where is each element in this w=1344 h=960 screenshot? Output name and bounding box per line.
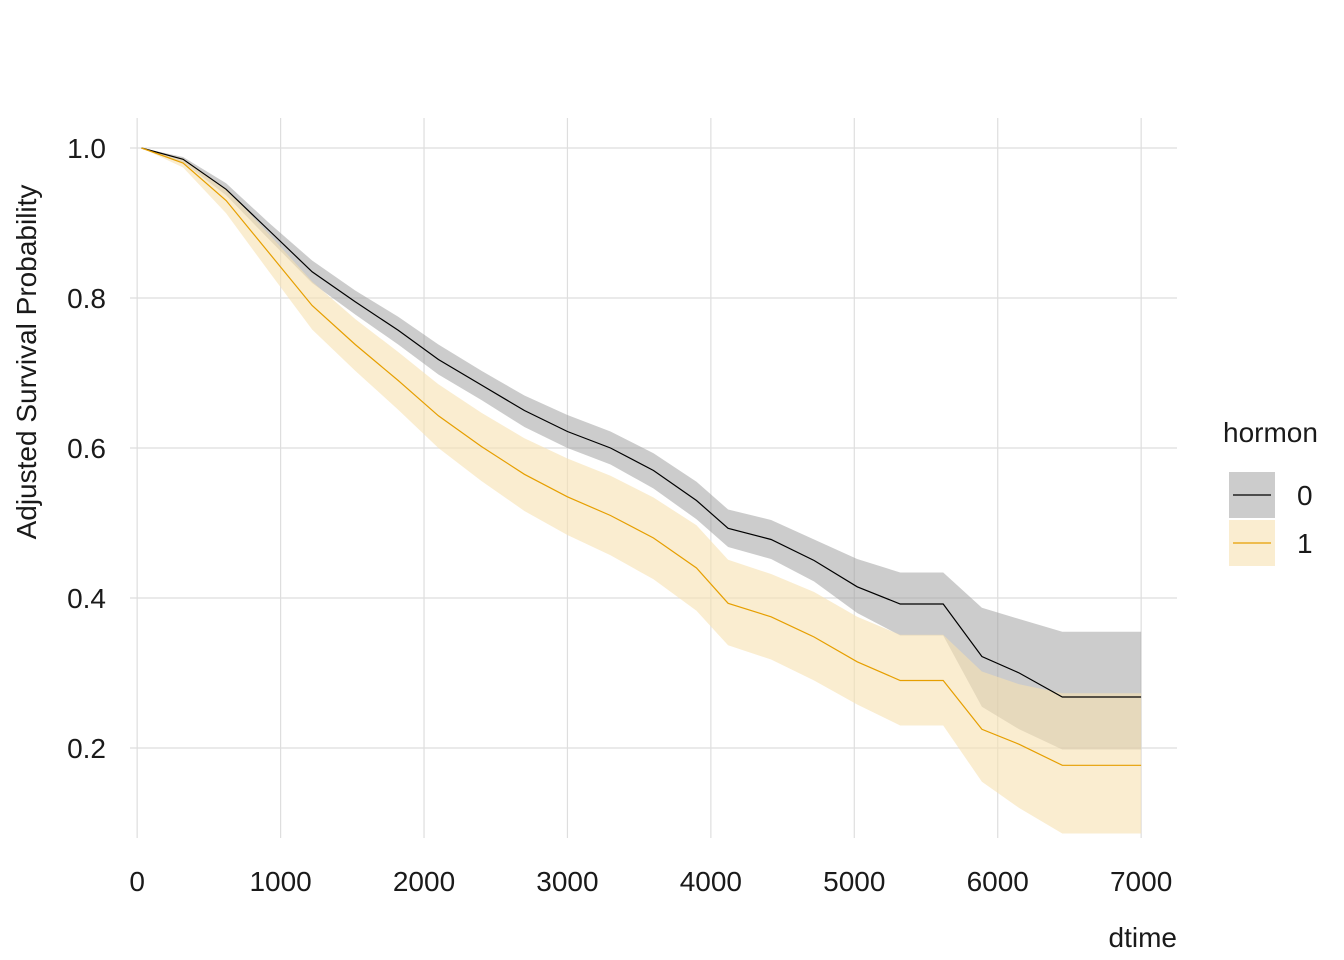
y-tick-label: 0.4	[67, 583, 106, 614]
y-tick-label: 0.6	[67, 433, 106, 464]
legend-label-0: 0	[1297, 480, 1313, 511]
confidence-band-0	[141, 148, 1142, 750]
x-tick-label: 1000	[249, 866, 311, 897]
x-tick-label: 7000	[1110, 866, 1172, 897]
y-axis-title: Adjusted Survival Probability	[11, 185, 42, 540]
legend-item-1: 1	[1229, 520, 1313, 566]
legend-label-1: 1	[1297, 528, 1313, 559]
y-tick-label: 0.8	[67, 283, 106, 314]
legend-item-0: 0	[1229, 472, 1313, 518]
x-tick-label: 2000	[393, 866, 455, 897]
x-tick-label: 3000	[536, 866, 598, 897]
y-tick-label: 0.2	[67, 733, 106, 764]
x-tick-label: 5000	[823, 866, 885, 897]
legend-title: hormon	[1223, 417, 1318, 448]
survival-line-1	[141, 147, 1142, 766]
x-tick-label: 6000	[967, 866, 1029, 897]
legend-items: 01	[1229, 472, 1313, 566]
confidence-band-1	[141, 148, 1142, 834]
x-tick-label: 4000	[680, 866, 742, 897]
x-tick-label: 0	[129, 866, 145, 897]
x-tick-labels: 0 1000 2000 3000 4000 5000 6000 7000	[129, 866, 1172, 897]
confidence-bands	[141, 148, 1142, 834]
y-tick-labels: 0.2 0.4 0.6 0.8 1.0	[67, 133, 106, 764]
y-tick-label: 1.0	[67, 133, 106, 164]
legend: hormon 01	[1223, 417, 1318, 566]
x-axis-title: dtime	[1109, 922, 1177, 953]
survival-lines	[141, 147, 1142, 766]
survival-line-0	[141, 147, 1142, 698]
